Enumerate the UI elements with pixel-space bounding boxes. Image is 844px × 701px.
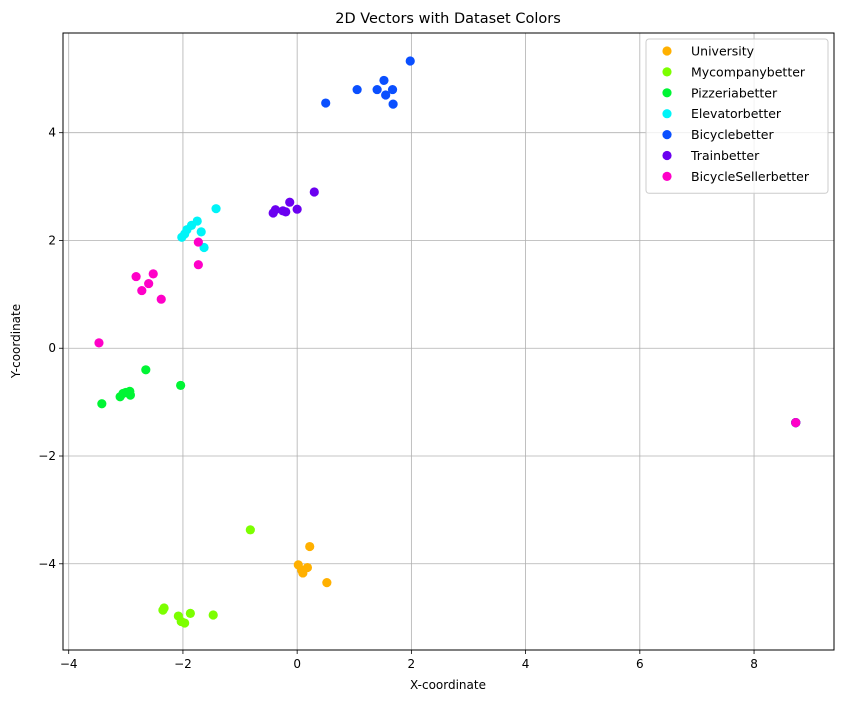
y-tick-label: −2 (38, 449, 56, 463)
x-tick-label: 4 (522, 657, 530, 671)
legend-marker (662, 171, 672, 181)
data-point (137, 285, 147, 296)
axis-ticks: −4 −2 0 2 4 6 8 −4 −2 0 2 4 (38, 126, 758, 671)
y-tick-label: −4 (38, 557, 56, 571)
legend-marker (662, 130, 672, 140)
data-point (387, 84, 398, 95)
series-bicyclesellerbetter (94, 237, 801, 428)
data-point (381, 90, 391, 100)
data-point (193, 237, 203, 247)
plot-frame (62, 32, 835, 651)
data-point (131, 271, 141, 282)
data-point (211, 204, 221, 214)
data-point (352, 84, 362, 95)
data-point (148, 269, 158, 279)
data-point (94, 338, 104, 348)
legend-label: Trainbetter (690, 148, 760, 163)
legend-item: BicycleSellerbetter (662, 169, 810, 184)
data-point (281, 207, 291, 217)
data-point (302, 562, 313, 573)
data-point (292, 204, 302, 214)
data-point (305, 541, 315, 552)
legend-marker (662, 46, 672, 56)
x-tick-label: −2 (174, 657, 192, 671)
legend-label: BicycleSellerbetter (691, 169, 810, 184)
data-point (176, 380, 186, 391)
data-point (245, 525, 255, 535)
data-point (115, 392, 125, 402)
data-point (309, 187, 319, 197)
y-axis-label: Y-coordinate (9, 304, 23, 379)
data-point (405, 56, 415, 66)
data-point (372, 84, 382, 95)
data-point (156, 294, 166, 304)
chart-title: 2D Vectors with Dataset Colors (335, 11, 561, 27)
legend-item: Trainbetter (662, 148, 760, 163)
legend-marker (662, 88, 672, 98)
x-tick-label: 6 (636, 657, 644, 671)
data-point (97, 399, 107, 409)
x-tick-label: 0 (293, 657, 301, 671)
data-point (379, 75, 389, 86)
legend-item: Bicyclebetter (662, 127, 774, 142)
x-tick-label: 2 (408, 657, 416, 671)
x-axis-label: X-coordinate (410, 678, 486, 692)
grid (63, 33, 834, 650)
data-point (141, 365, 151, 375)
legend-item: Elevatorbetter (662, 106, 782, 121)
data-point (193, 260, 203, 270)
data-point (144, 278, 154, 289)
legend-item: Pizzeriabetter (662, 85, 778, 100)
data-point (208, 610, 218, 620)
data-point (196, 227, 206, 237)
legend-item: Mycompanybetter (662, 64, 806, 79)
legend-label: University (691, 44, 755, 59)
data-point (791, 417, 801, 428)
data-point (321, 98, 331, 108)
data-point (180, 618, 190, 628)
data-point (158, 605, 168, 615)
series-bicyclebetter (321, 56, 801, 428)
legend: University Mycompanybetter Pizzeriabetter E… (645, 38, 829, 194)
x-tick-label: −4 (60, 657, 78, 671)
data-point (285, 197, 295, 207)
series-trainbetter (268, 187, 801, 428)
data-point (268, 208, 278, 218)
y-tick-label: 4 (48, 126, 56, 140)
legend-marker (662, 67, 672, 77)
y-tick-label: 0 (48, 341, 56, 355)
legend-label: Pizzeriabetter (691, 85, 778, 100)
data-point (125, 390, 135, 400)
data-point (322, 578, 332, 588)
data-point (177, 232, 187, 242)
y-tick-label: 2 (48, 233, 56, 247)
data-points (94, 56, 801, 628)
data-point (185, 608, 195, 618)
legend-marker (662, 150, 672, 161)
legend-item: University (662, 44, 755, 59)
legend-label: Bicyclebetter (691, 127, 774, 142)
legend-box (645, 38, 829, 194)
legend-marker (662, 109, 672, 119)
data-point (388, 99, 398, 109)
data-point (199, 242, 209, 253)
x-tick-label: 8 (750, 657, 758, 671)
legend-label: Mycompanybetter (691, 64, 806, 79)
legend-label: Elevatorbetter (691, 106, 782, 121)
